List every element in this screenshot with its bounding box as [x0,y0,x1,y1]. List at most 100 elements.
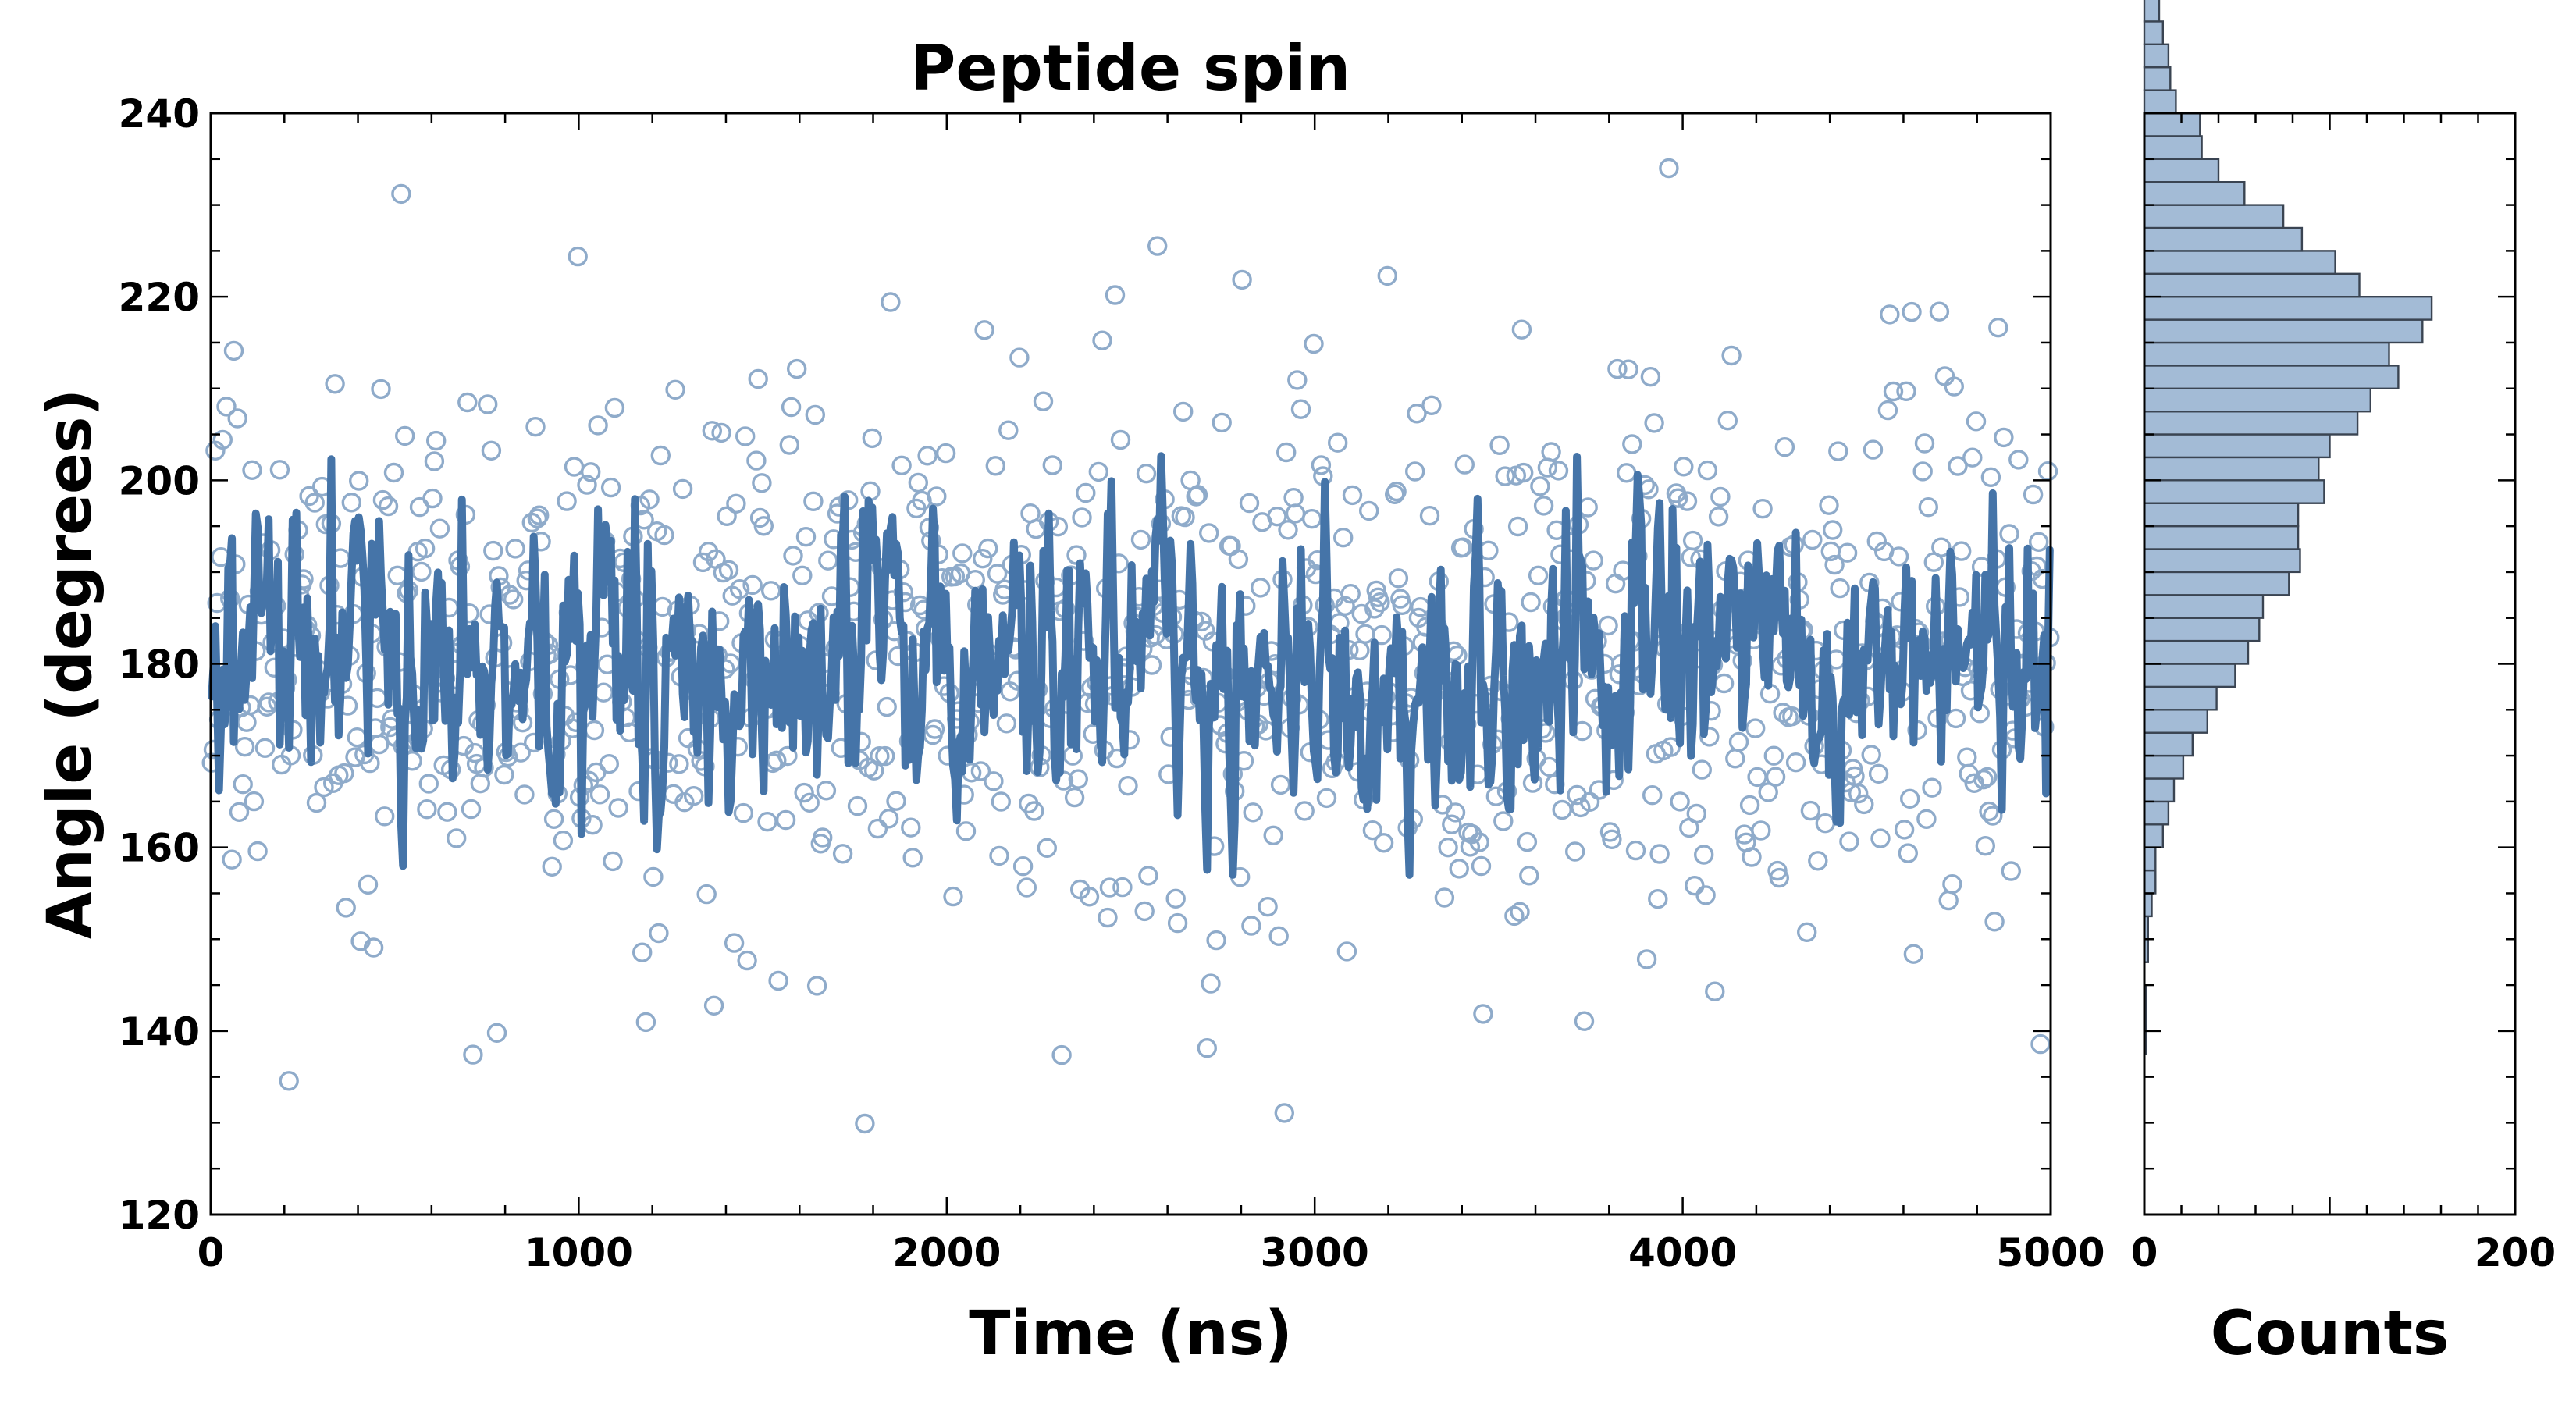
histogram-bar [2143,112,2201,137]
scatter-point [1147,236,1168,256]
histogram-bar [2143,777,2176,803]
scatter-point [1721,345,1742,366]
scatter-point [908,472,929,493]
scatter-point [1839,831,1859,852]
scatter-point [1931,537,1952,557]
scatter-point [511,742,531,763]
scatter-point [314,777,334,798]
histogram-bar [2143,226,2304,252]
scatter-point [234,737,255,757]
scatter-point [847,795,868,816]
scatter-point [1165,888,1186,909]
scatter-point [711,422,731,443]
scatter-point [1232,269,1252,290]
scatter-point [599,754,619,774]
scatter-point [1533,496,1554,516]
histogram-bar [2143,685,2218,711]
scatter-point [336,898,356,918]
scatter-point [600,477,621,498]
scatter-point [984,771,1004,791]
scatter-point [564,457,585,477]
scatter-point [1421,395,1442,415]
scatter-point [1659,158,1679,179]
scatter-point [658,752,678,773]
scatter-point [917,446,938,466]
scatter-point [1473,1004,1493,1024]
scatter-point [604,397,625,418]
scatter-point [1815,813,1836,834]
scatter-point [1686,803,1707,824]
scatter-point [886,791,906,811]
scatter-point [1513,462,1534,483]
scatter-point [1118,776,1138,796]
scatter-point [1670,791,1690,812]
scatter-point [1699,727,1720,747]
scatter-point [718,560,739,580]
scatter-point [1404,461,1425,482]
scatter-point [1092,330,1112,350]
scatter-point [818,550,838,571]
histogram-bar [2143,272,2361,298]
scatter-point [269,460,290,480]
scatter-point [1350,640,1370,660]
y-axis-title: Angle (degrees) [35,389,105,939]
scatter-point [584,720,605,741]
scatter-point [1304,333,1324,354]
y-tick-label: 240 [119,91,200,137]
scatter-point [1485,786,1507,806]
histogram-bar [2143,250,2336,275]
scatter-point [603,851,623,872]
scatter-point [1187,485,1208,505]
histogram-bar [2143,180,2246,206]
scatter-point [1388,568,1409,589]
scatter-point [2001,861,2022,881]
histogram-bars [2143,0,2433,1055]
scatter-point [870,746,890,767]
scatter-point [649,923,669,944]
scatter-point [1695,885,1716,905]
scatter-point [669,754,689,774]
scatter-point [306,792,327,813]
scatter-point [415,538,436,559]
scatter-point [1175,507,1195,528]
line-series [208,452,2054,879]
scatter-point [1685,875,1705,896]
scatter-point [372,489,393,510]
scatter-point [325,374,345,394]
scatter-point [1739,795,1760,816]
scatter-point [1370,592,1390,613]
scatter-point [1979,801,1999,822]
scatter-point [927,486,947,507]
scatter-point [1988,318,2008,338]
scatter-point [1519,866,1539,886]
scatter-point [1201,973,1221,994]
scatter-point [696,884,717,905]
x-tick-label: 0 [197,1230,225,1275]
scatter-point [1489,435,1510,455]
scatter-point [1287,370,1308,390]
histogram-bar [2143,525,2300,550]
scatter-point [1539,756,1560,777]
scatter-point [1942,873,1962,895]
scatter-point [717,506,737,526]
scatter-point [875,745,895,767]
scatter-point [1239,493,1260,514]
scatter-point [1079,887,1100,907]
histogram-bar [2143,365,2400,389]
scatter-point [424,451,445,471]
scatter-point [1212,412,1232,433]
scatter-point [1107,748,1127,769]
histogram-bar [2143,754,2185,780]
scatter-point [832,844,853,864]
scatter-point [1016,877,1037,898]
scatter-point [991,791,1012,812]
scatter-point [581,462,601,482]
histogram-bar [2143,571,2290,596]
scatter-point [1774,437,1795,457]
scatter-point [752,473,772,493]
scatter-point [1800,800,1821,821]
scatter-point [1453,537,1473,557]
y-tick-label: 200 [119,458,200,503]
histogram-bar [2143,479,2325,504]
scatter-point [2030,1033,2051,1055]
